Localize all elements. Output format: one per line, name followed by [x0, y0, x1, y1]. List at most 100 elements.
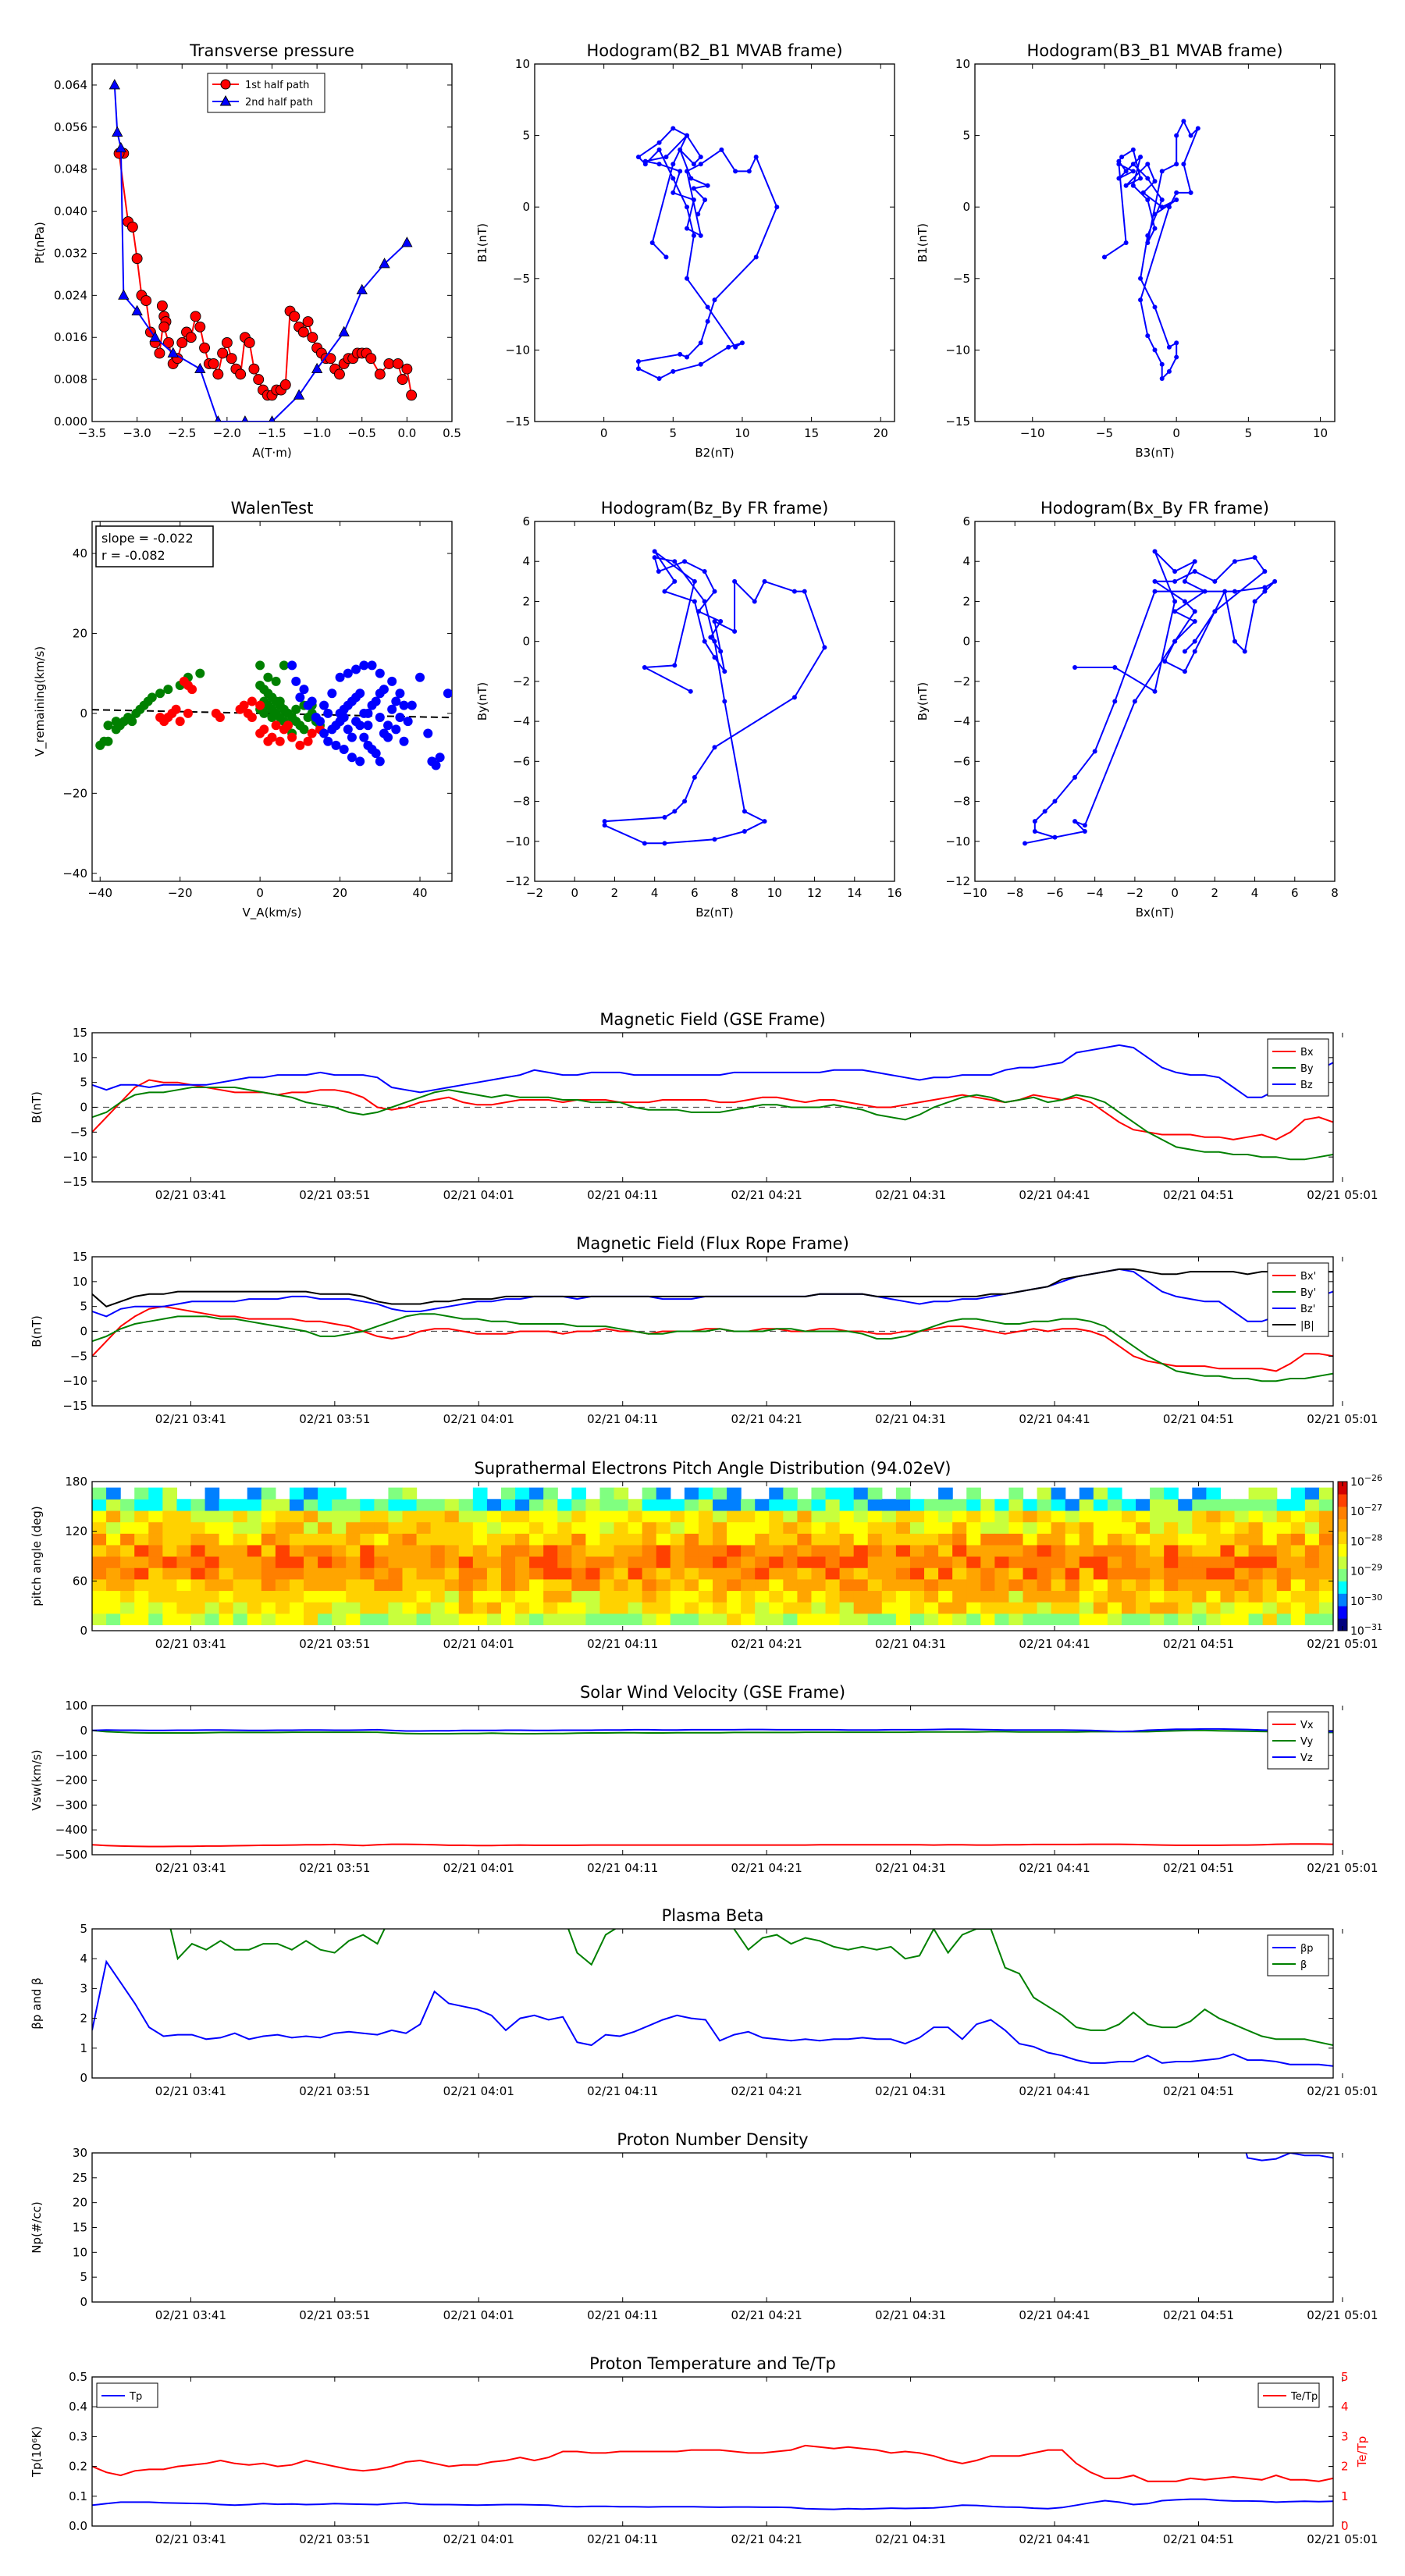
ytick-label: 0 — [80, 2295, 87, 2309]
heatmap-cell — [134, 1556, 149, 1568]
heatmap-cell — [176, 1578, 192, 1592]
heatmap-cell — [106, 1521, 121, 1534]
heatmap-cell — [219, 1499, 234, 1511]
heatmap-cell — [205, 1613, 220, 1625]
heatmap-cell — [205, 1544, 220, 1557]
data-point — [670, 162, 676, 167]
heatmap-cell — [543, 1533, 558, 1546]
heatmap-cell — [289, 1487, 304, 1500]
data-point — [371, 749, 381, 759]
heatmap-cell — [1107, 1510, 1122, 1523]
ytick-label: −400 — [55, 1823, 87, 1837]
colorbar-segment — [1338, 1531, 1347, 1545]
data-point — [1152, 304, 1158, 310]
heatmap-cell — [684, 1602, 699, 1614]
series-line — [92, 2498, 1333, 2510]
data-point — [1262, 585, 1268, 590]
xtick-label: 15 — [804, 426, 819, 440]
heatmap-cell — [360, 1521, 375, 1534]
heatmap-cell — [1136, 1613, 1151, 1625]
heatmap-cell — [205, 1602, 220, 1614]
heatmap-cell — [656, 1533, 671, 1546]
heatmap-cell — [1206, 1510, 1222, 1523]
heatmap-cell — [318, 1578, 333, 1592]
heatmap-cell — [980, 1567, 995, 1580]
heatmap-cell — [92, 1613, 107, 1625]
xtick-label: 2 — [611, 886, 619, 900]
heatmap-cell — [1093, 1487, 1108, 1500]
heatmap-cell — [769, 1499, 784, 1511]
colorbar-segment — [1338, 1493, 1347, 1507]
heatmap-cell — [1234, 1533, 1250, 1546]
data-point — [367, 700, 377, 710]
data-point — [327, 688, 337, 699]
heatmap-cell — [727, 1521, 742, 1534]
heatmap-cell — [1023, 1567, 1038, 1580]
heatmap-cell — [614, 1567, 629, 1580]
heatmap-cell — [219, 1533, 234, 1546]
data-point — [1159, 205, 1165, 210]
heatmap-cell — [698, 1533, 713, 1546]
heatmap-cell — [909, 1556, 925, 1568]
data-point — [379, 258, 390, 269]
heatmap-cell — [1248, 1613, 1264, 1625]
heatmap-cell — [867, 1544, 883, 1557]
heatmap-cell — [402, 1590, 418, 1603]
heatmap-cell — [205, 1510, 220, 1523]
xtick-label: 02/21 03:51 — [299, 1188, 370, 1202]
heatmap-cell — [895, 1602, 911, 1614]
data-point — [1138, 297, 1144, 303]
data-point — [407, 700, 417, 710]
heatmap-cell — [430, 1533, 446, 1546]
heatmap-cell — [656, 1602, 671, 1614]
heatmap-cell — [515, 1521, 530, 1534]
heatmap-cell — [1023, 1602, 1038, 1614]
data-point — [1182, 599, 1187, 604]
data-point — [126, 221, 138, 233]
heatmap-cell — [938, 1567, 953, 1580]
colorbar-tick-exponent: −28 — [1364, 1532, 1382, 1542]
xtick-label: 02/21 04:01 — [443, 2308, 514, 2322]
heatmap-cell — [557, 1499, 572, 1511]
heatmap-cell — [839, 1499, 855, 1511]
series-line — [603, 550, 826, 845]
heatmap-cell — [670, 1613, 685, 1625]
data-point — [742, 809, 747, 814]
data-point — [1145, 176, 1151, 181]
heatmap-cell — [557, 1556, 572, 1568]
heatmap-cell — [543, 1590, 558, 1603]
heatmap-cell — [585, 1613, 601, 1625]
heatmap-cell — [599, 1487, 615, 1500]
heatmap-cell — [416, 1613, 432, 1625]
data-point — [1123, 169, 1129, 174]
ytick-label: 0.0 — [69, 2519, 87, 2533]
ytick-label: −8 — [953, 795, 970, 809]
data-point — [698, 162, 703, 167]
xtick-label: 02/21 04:21 — [731, 2084, 802, 2098]
series-line — [92, 1843, 1333, 1848]
xtick-label: 02/21 05:01 — [1307, 1637, 1378, 1651]
heatmap-cell — [642, 1487, 657, 1500]
ytick-label: −6 — [513, 754, 530, 768]
data-point — [194, 321, 206, 333]
heatmap-cell — [233, 1544, 248, 1557]
data-point — [1152, 688, 1158, 694]
heatmap-cell — [755, 1544, 770, 1557]
data-point — [652, 549, 657, 554]
data-point — [140, 295, 152, 307]
heatmap-cell — [1051, 1578, 1066, 1592]
xtick-label: 02/21 04:41 — [1019, 1188, 1090, 1202]
ytick-label: −10 — [505, 834, 530, 849]
data-point — [712, 297, 717, 303]
heatmap-cell — [614, 1487, 629, 1500]
heatmap-cell — [1079, 1567, 1094, 1580]
ytick-label: 1 — [80, 2041, 87, 2055]
heatmap-cell — [289, 1578, 304, 1592]
heatmap-cell — [797, 1544, 813, 1557]
data-point — [774, 205, 780, 210]
chart-hodogram-b3-b1: Hodogram(B3_B1 MVAB frame)−10 −5 0 5 10−15−1… — [916, 41, 1336, 460]
data-point — [289, 311, 301, 322]
heatmap-cell — [1192, 1487, 1207, 1500]
heatmap-cell — [1150, 1510, 1165, 1523]
data-point — [642, 841, 647, 846]
